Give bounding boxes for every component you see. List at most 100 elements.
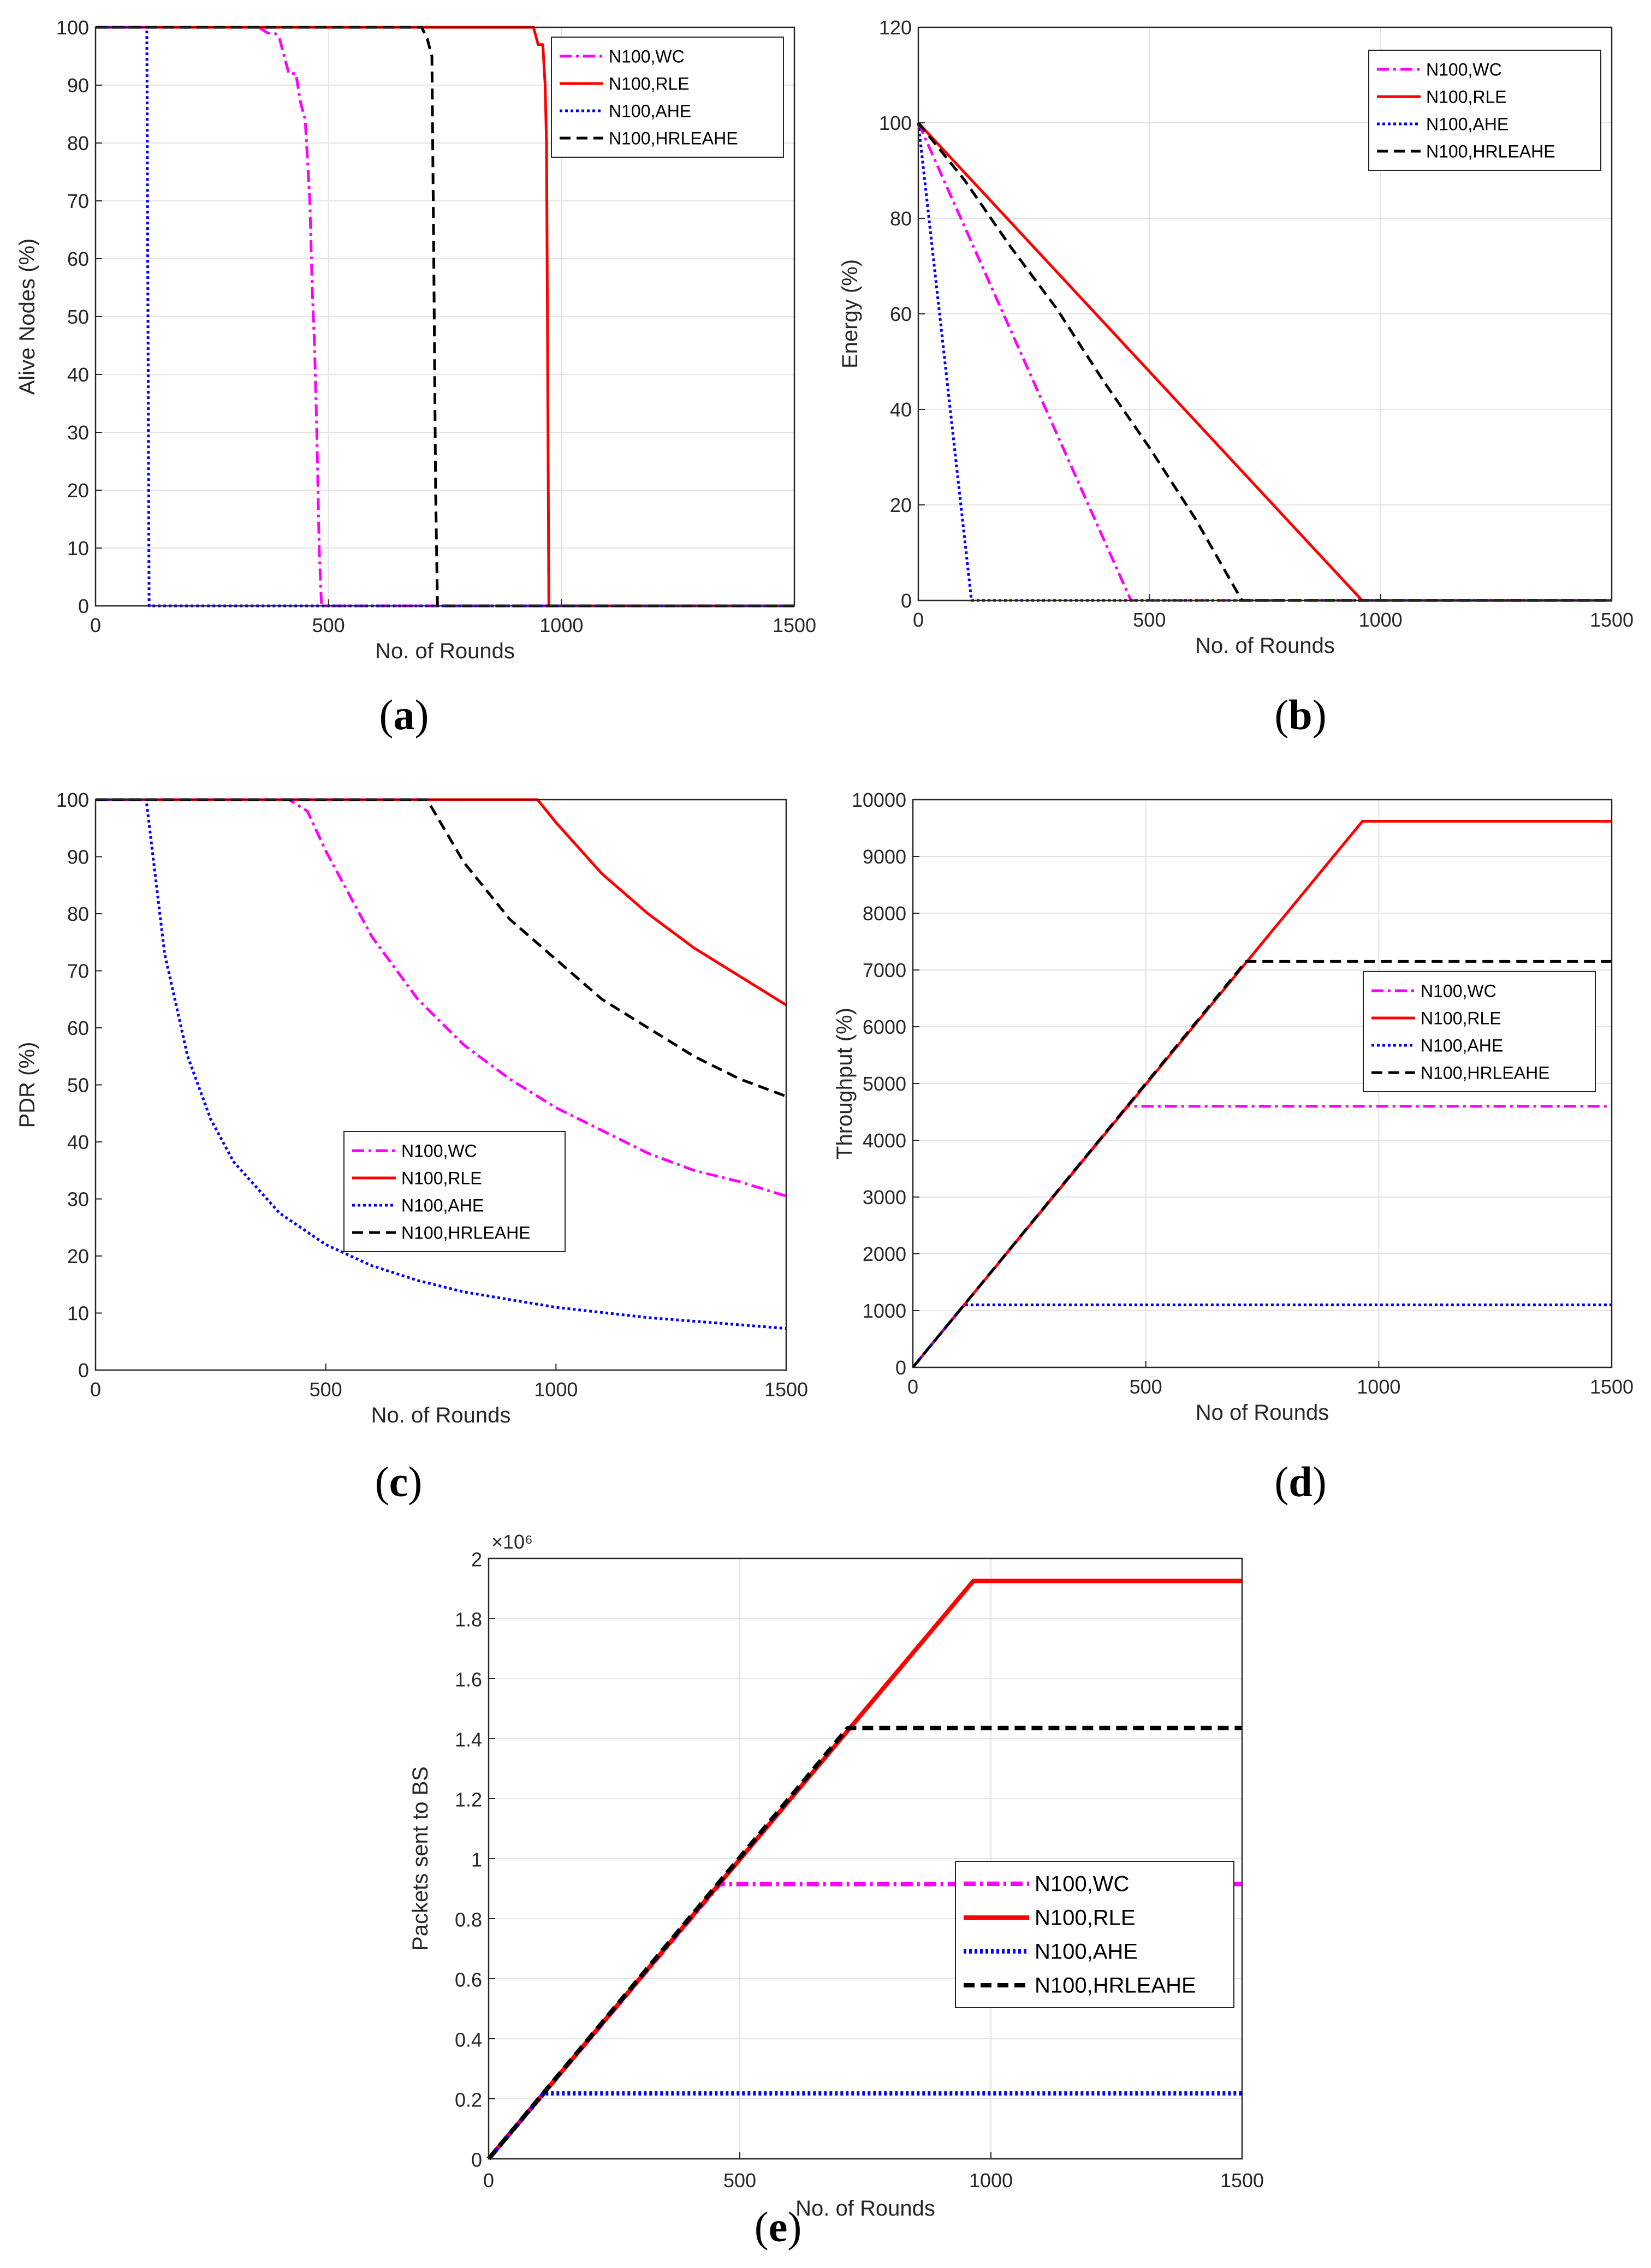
legend-label-rle: N100,RLE	[1426, 87, 1507, 107]
y-tick-label: 60	[67, 1017, 89, 1039]
x-tick-label: 1000	[1357, 1376, 1400, 1398]
x-tick-label: 0	[907, 1376, 918, 1398]
chart-panel-b: 0 500 1000 1500 0 20 40 60 80 100 120 No. of Rounds…	[826, 0, 1651, 759]
y-tick-label: 120	[879, 16, 912, 39]
series-line-hrleahe	[486, 1725, 1242, 2160]
y-tick-label: 80	[67, 903, 89, 925]
x-tick-label: 1500	[764, 1378, 808, 1401]
legend: N100,WC N100,RLE N100,AHE N100,HRLEAHE	[1363, 971, 1596, 1092]
y-tick-label: 30	[67, 421, 89, 444]
y-tick-label: 40	[890, 398, 912, 421]
y-tick-label: 70	[67, 960, 89, 982]
caption-d: (d)	[1274, 1458, 1327, 1505]
y-tick-label: 80	[890, 207, 912, 230]
chart-b: 0 500 1000 1500 0 20 40 60 80 100 120 No. of Rounds…	[838, 16, 1634, 658]
y-tick-label: 0.4	[455, 2028, 482, 2051]
x-tick-label: 1500	[773, 614, 816, 636]
y-tick-label: 90	[67, 846, 89, 868]
y-tick-label: 10	[67, 1302, 89, 1324]
legend-label-hrleahe: N100,HRLEAHE	[401, 1223, 531, 1243]
y-tick-label: 7000	[863, 959, 906, 981]
chart-panel-e: 0 500 1000 1500 0 0.2 0.4 0.6 0.8 1 1.2 1.4 1.6 1.8 2 N…	[0, 1517, 1651, 2268]
series-line-hrleahe	[912, 960, 1612, 1368]
y-tick-label: 3000	[863, 1186, 906, 1209]
legend-label-ahe: N100,AHE	[1421, 1036, 1503, 1056]
x-tick-label: 1000	[969, 2169, 1013, 2192]
y-tick-label: 1000	[863, 1300, 906, 1322]
legend-label-wc: N100,WC	[1035, 1872, 1129, 1896]
x-axis-label: No. of Rounds	[1195, 634, 1335, 658]
y-tick-label: 90	[67, 74, 89, 97]
y-tick-label: 50	[67, 306, 89, 328]
y-tick-label: 5000	[863, 1073, 906, 1095]
x-tick-label: 500	[723, 2169, 756, 2192]
y-tick-label: 50	[67, 1074, 89, 1096]
y-tick-label: 1.4	[455, 1728, 482, 1751]
y-tick-label: 60	[890, 303, 912, 325]
legend-label-wc: N100,WC	[401, 1141, 477, 1161]
y-tick-label: 10000	[852, 789, 906, 811]
y-tick-label: 20	[67, 479, 89, 502]
y-tick-label: 0	[78, 595, 89, 617]
y-tick-label: 0.6	[455, 1968, 482, 1991]
y-tick-label: 2	[471, 1548, 482, 1570]
legend: N100,WC N100,RLE N100,AHE N100,HRLEAHE	[551, 37, 784, 158]
series-line-wc	[96, 26, 794, 608]
y-tick-label: 0.2	[455, 2088, 482, 2111]
y-tick-label: 70	[67, 190, 89, 212]
y-axis-label: Throughput (%)	[833, 1008, 857, 1159]
x-tick-label: 1500	[1220, 2169, 1264, 2192]
series-line-hrleahe	[917, 122, 1612, 602]
y-tick-label: 9000	[863, 846, 906, 868]
legend: N100,WC N100,RLE N100,AHE N100,HRLEAHE	[343, 1131, 566, 1252]
legend: N100,WC N100,RLE N100,AHE N100,HRLEAHE	[955, 1861, 1234, 2008]
plot-area	[96, 800, 786, 1370]
legend-label-rle: N100,RLE	[1035, 1906, 1136, 1930]
y-tick-label: 10	[67, 537, 89, 559]
legend-label-wc: N100,WC	[1421, 981, 1496, 1001]
series-line-hrleahe	[96, 798, 787, 1098]
series-line-rle	[912, 820, 1612, 1368]
y-tick-label: 0.8	[455, 1908, 482, 1931]
y-tick-label: 60	[67, 248, 89, 270]
chart-e: 0 500 1000 1500 0 0.2 0.4 0.6 0.8 1 1.2 1.4 1.6 1.8 2 N…	[408, 1531, 1264, 2221]
legend-label-ahe: N100,AHE	[1035, 1940, 1138, 1964]
y-tick-label: 100	[56, 789, 89, 811]
caption-a: (a)	[379, 691, 429, 739]
x-axis-label: No. of Rounds	[375, 639, 515, 663]
y-axis-label: Energy (%)	[838, 259, 862, 368]
series-line-rle	[96, 798, 787, 1007]
chart-panel-c: 0 500 1000 1500 0 10 20 30 40 50 60 70 80 90 100 No. of…	[0, 759, 826, 1517]
series-line-ahe	[486, 2091, 1242, 2160]
series-line-rle	[486, 1579, 1242, 2160]
y-tick-label: 100	[56, 16, 89, 39]
y-tick-label: 0	[78, 1359, 89, 1382]
x-axis-label: No. of Rounds	[795, 2196, 935, 2221]
legend-label-hrleahe: N100,HRLEAHE	[1426, 142, 1555, 162]
y-tick-label: 30	[67, 1188, 89, 1210]
y-tick-label: 20	[890, 494, 912, 516]
legend-label-rle: N100,RLE	[1421, 1009, 1501, 1028]
x-tick-label: 500	[1130, 1376, 1162, 1398]
x-tick-label: 1500	[1590, 1376, 1634, 1398]
legend-label-hrleahe: N100,HRLEAHE	[1035, 1974, 1196, 1998]
y-tick-label: 1.8	[455, 1608, 482, 1630]
x-tick-label: 1000	[534, 1378, 578, 1401]
x-axis-label: No of Rounds	[1196, 1401, 1329, 1425]
legend-label-wc: N100,WC	[1426, 60, 1502, 80]
legend-label-rle: N100,RLE	[609, 74, 690, 94]
y-tick-label: 0	[895, 1356, 906, 1379]
chart-c: 0 500 1000 1500 0 10 20 30 40 50 60 70 80 90 100 No. of…	[15, 789, 808, 1427]
y-tick-label: 1	[471, 1848, 482, 1871]
y-tick-label: 1.2	[455, 1788, 482, 1811]
x-tick-label: 1500	[1590, 609, 1634, 631]
series-line-hrleahe	[96, 26, 794, 608]
x-tick-label: 1000	[539, 614, 583, 636]
y-tick-label: 40	[67, 1131, 89, 1153]
chart-panel-a: 0 500 1000 1500 0 10 20 30 40 50 60 70 80 90 100 No. of…	[0, 0, 826, 759]
x-tick-label: 0	[90, 1378, 101, 1401]
series-line-rle	[96, 26, 794, 608]
x-tick-label: 500	[310, 1378, 342, 1401]
y-tick-label: 100	[879, 112, 912, 134]
legend: N100,WC N100,RLE N100,AHE N100,HRLEAHE	[1368, 50, 1601, 171]
